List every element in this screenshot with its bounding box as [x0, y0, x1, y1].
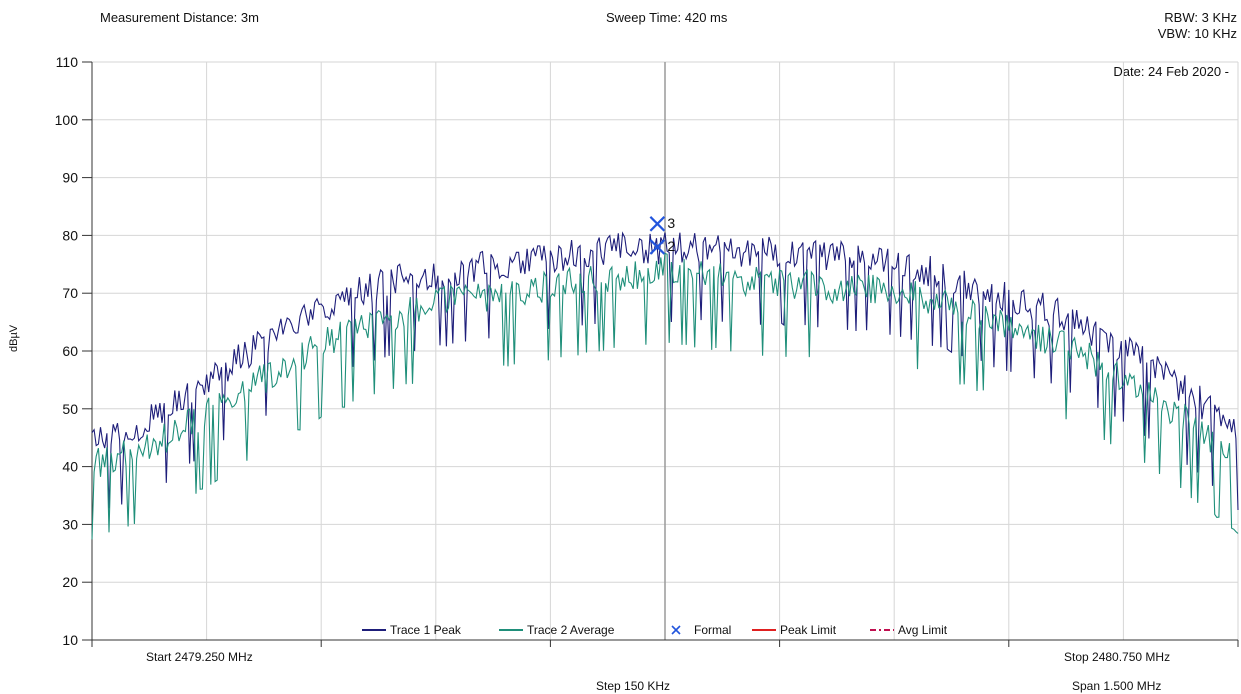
marker-3: 3 — [649, 215, 675, 232]
legend-label: Formal — [694, 623, 731, 637]
legend-label: Trace 1 Peak — [390, 623, 462, 637]
marker-cross — [649, 216, 666, 232]
measurement-distance: Measurement Distance: 3m — [100, 10, 259, 25]
legend-item: Trace 1 Peak — [362, 623, 462, 637]
y-tick-label: 30 — [62, 516, 78, 532]
step-frequency: Step 150 KHz — [596, 679, 671, 693]
marker-2: 2 — [649, 238, 675, 255]
y-tick-label: 100 — [55, 112, 79, 128]
y-tick-label: 90 — [62, 170, 78, 186]
measurement-date: Date: 24 Feb 2020 - — [1113, 64, 1229, 79]
legend-label: Peak Limit — [780, 623, 837, 637]
marker-layer: 32 — [649, 215, 675, 255]
y-tick-label: 80 — [62, 227, 78, 243]
stop-frequency: Stop 2480.750 MHz — [1064, 650, 1171, 664]
rbw-value: RBW: 3 KHz — [1164, 10, 1237, 25]
y-tick-label: 50 — [62, 401, 78, 417]
legend-label: Trace 2 Average — [527, 623, 615, 637]
start-frequency: Start 2479.250 MHz — [146, 650, 253, 664]
y-tick-label: 60 — [62, 343, 78, 359]
span-frequency: Span 1.500 MHz — [1072, 679, 1162, 693]
marker-label: 2 — [667, 238, 675, 254]
y-tick-label: 70 — [62, 285, 78, 301]
grid — [91, 61, 1239, 641]
y-tick-label: 110 — [56, 54, 79, 70]
y-tick-label: 20 — [62, 574, 78, 590]
legend: Trace 1 Peak Trace 2 Average Formal Peak Li… — [362, 623, 948, 637]
y-tick-label: 10 — [62, 632, 78, 648]
series-line-1 — [91, 231, 1239, 511]
series-layer — [91, 231, 1239, 540]
legend-label: Avg Limit — [898, 623, 948, 637]
legend-item: Formal — [671, 623, 731, 637]
marker-label: 3 — [667, 215, 675, 231]
series-line-2 — [91, 252, 1239, 540]
marker-cross — [649, 239, 666, 255]
legend-formal-icon — [671, 625, 681, 635]
y-tick-label: 40 — [62, 459, 78, 475]
vbw-value: VBW: 10 KHz — [1157, 26, 1237, 41]
legend-item: Avg Limit — [870, 623, 948, 637]
axes: 10 20 30 40 50 60 70 80 90 100 110 — [55, 54, 1239, 648]
legend-item: Trace 2 Average — [499, 623, 615, 637]
legend-item: Peak Limit — [752, 623, 837, 637]
sweep-time: Sweep Time: 420 ms — [606, 10, 728, 25]
